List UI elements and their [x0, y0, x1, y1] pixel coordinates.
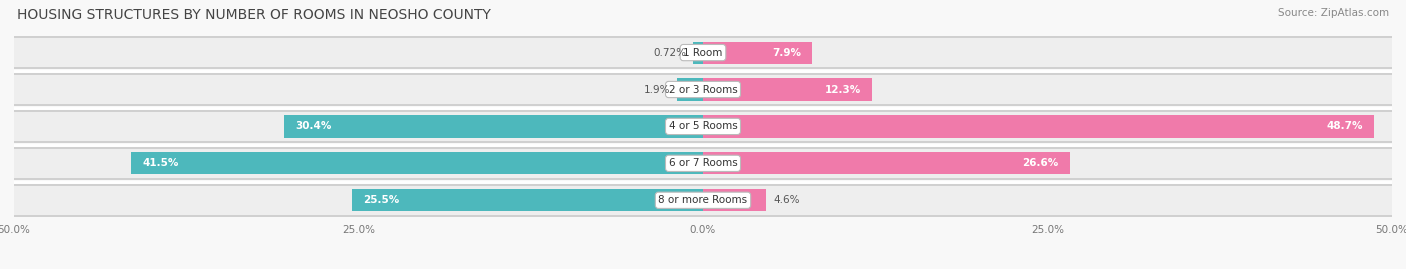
Bar	[14, 186, 1392, 215]
Bar	[14, 148, 1392, 178]
Bar	[7, 73, 1399, 106]
Text: 26.6%: 26.6%	[1022, 158, 1059, 168]
Bar	[14, 75, 1392, 104]
Bar	[131, 152, 703, 174]
Bar	[703, 115, 1374, 137]
Bar	[284, 115, 703, 137]
Bar	[14, 112, 1392, 141]
Text: 8 or more Rooms: 8 or more Rooms	[658, 195, 748, 205]
Text: 0.72%: 0.72%	[654, 48, 686, 58]
Bar	[352, 189, 703, 211]
Text: 41.5%: 41.5%	[142, 158, 179, 168]
Bar	[693, 41, 703, 64]
Text: 2 or 3 Rooms: 2 or 3 Rooms	[669, 84, 737, 94]
Bar	[703, 41, 811, 64]
Bar	[7, 147, 1399, 180]
Text: 48.7%: 48.7%	[1326, 121, 1362, 132]
Bar	[703, 79, 873, 101]
Bar	[676, 79, 703, 101]
Text: 1.9%: 1.9%	[644, 84, 669, 94]
Bar	[7, 110, 1399, 143]
Text: 6 or 7 Rooms: 6 or 7 Rooms	[669, 158, 737, 168]
Bar	[7, 36, 1399, 69]
Bar	[703, 189, 766, 211]
Text: 25.5%: 25.5%	[363, 195, 399, 205]
Text: 4 or 5 Rooms: 4 or 5 Rooms	[669, 121, 737, 132]
Text: 30.4%: 30.4%	[295, 121, 332, 132]
Text: HOUSING STRUCTURES BY NUMBER OF ROOMS IN NEOSHO COUNTY: HOUSING STRUCTURES BY NUMBER OF ROOMS IN…	[17, 8, 491, 22]
Text: 12.3%: 12.3%	[825, 84, 862, 94]
Text: 7.9%: 7.9%	[772, 48, 801, 58]
Bar	[7, 184, 1399, 217]
Text: 4.6%: 4.6%	[773, 195, 800, 205]
Text: Source: ZipAtlas.com: Source: ZipAtlas.com	[1278, 8, 1389, 18]
Bar	[14, 38, 1392, 67]
Bar	[703, 152, 1070, 174]
Text: 1 Room: 1 Room	[683, 48, 723, 58]
